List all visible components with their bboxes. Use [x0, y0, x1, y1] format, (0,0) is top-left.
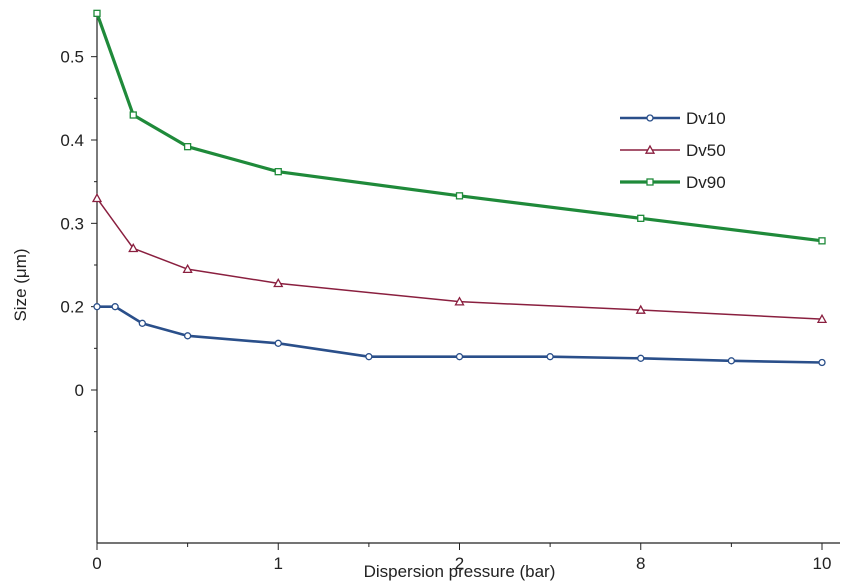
legend-marker-dv10 — [647, 115, 653, 121]
data-point-dv90 — [275, 169, 281, 175]
data-point-dv10 — [547, 354, 553, 360]
x-tick-label: 1 — [274, 554, 283, 573]
legend-label-dv90: Dv90 — [686, 173, 726, 192]
y-tick-label: 0.4 — [60, 131, 84, 150]
data-point-dv90 — [819, 238, 825, 244]
data-point-dv10 — [139, 320, 145, 326]
data-point-dv10 — [819, 360, 825, 366]
data-point-dv90 — [185, 144, 191, 150]
data-point-dv10 — [457, 354, 463, 360]
data-point-dv10 — [366, 354, 372, 360]
y-axis-title: Size (μm) — [11, 248, 30, 321]
legend-label-dv50: Dv50 — [686, 141, 726, 160]
x-axis-title: Dispersion pressure (bar) — [364, 562, 556, 581]
x-tick-label: 10 — [813, 554, 832, 573]
data-point-dv10 — [185, 333, 191, 339]
axes — [97, 15, 840, 543]
legend-label-dv10: Dv10 — [686, 109, 726, 128]
data-point-dv10 — [94, 304, 100, 310]
y-tick-label: 0 — [75, 381, 84, 400]
data-point-dv90 — [130, 112, 136, 118]
y-tick-label: 0.2 — [60, 298, 84, 317]
data-point-dv50 — [93, 194, 101, 201]
x-tick-label: 0 — [92, 554, 101, 573]
data-point-dv90 — [457, 193, 463, 199]
data-point-dv10 — [728, 358, 734, 364]
data-point-dv10 — [112, 304, 118, 310]
data-point-dv90 — [638, 215, 644, 221]
x-tick-label: 8 — [636, 554, 645, 573]
y-tick-label: 0.5 — [60, 48, 84, 67]
data-point-dv10 — [275, 340, 281, 346]
legend: Dv10 Dv50 Dv90 — [620, 109, 726, 192]
data-point-dv10 — [638, 355, 644, 361]
legend-marker-dv90 — [647, 179, 653, 185]
data-point-dv90 — [94, 10, 100, 16]
y-tick-label: 0.3 — [60, 214, 84, 233]
